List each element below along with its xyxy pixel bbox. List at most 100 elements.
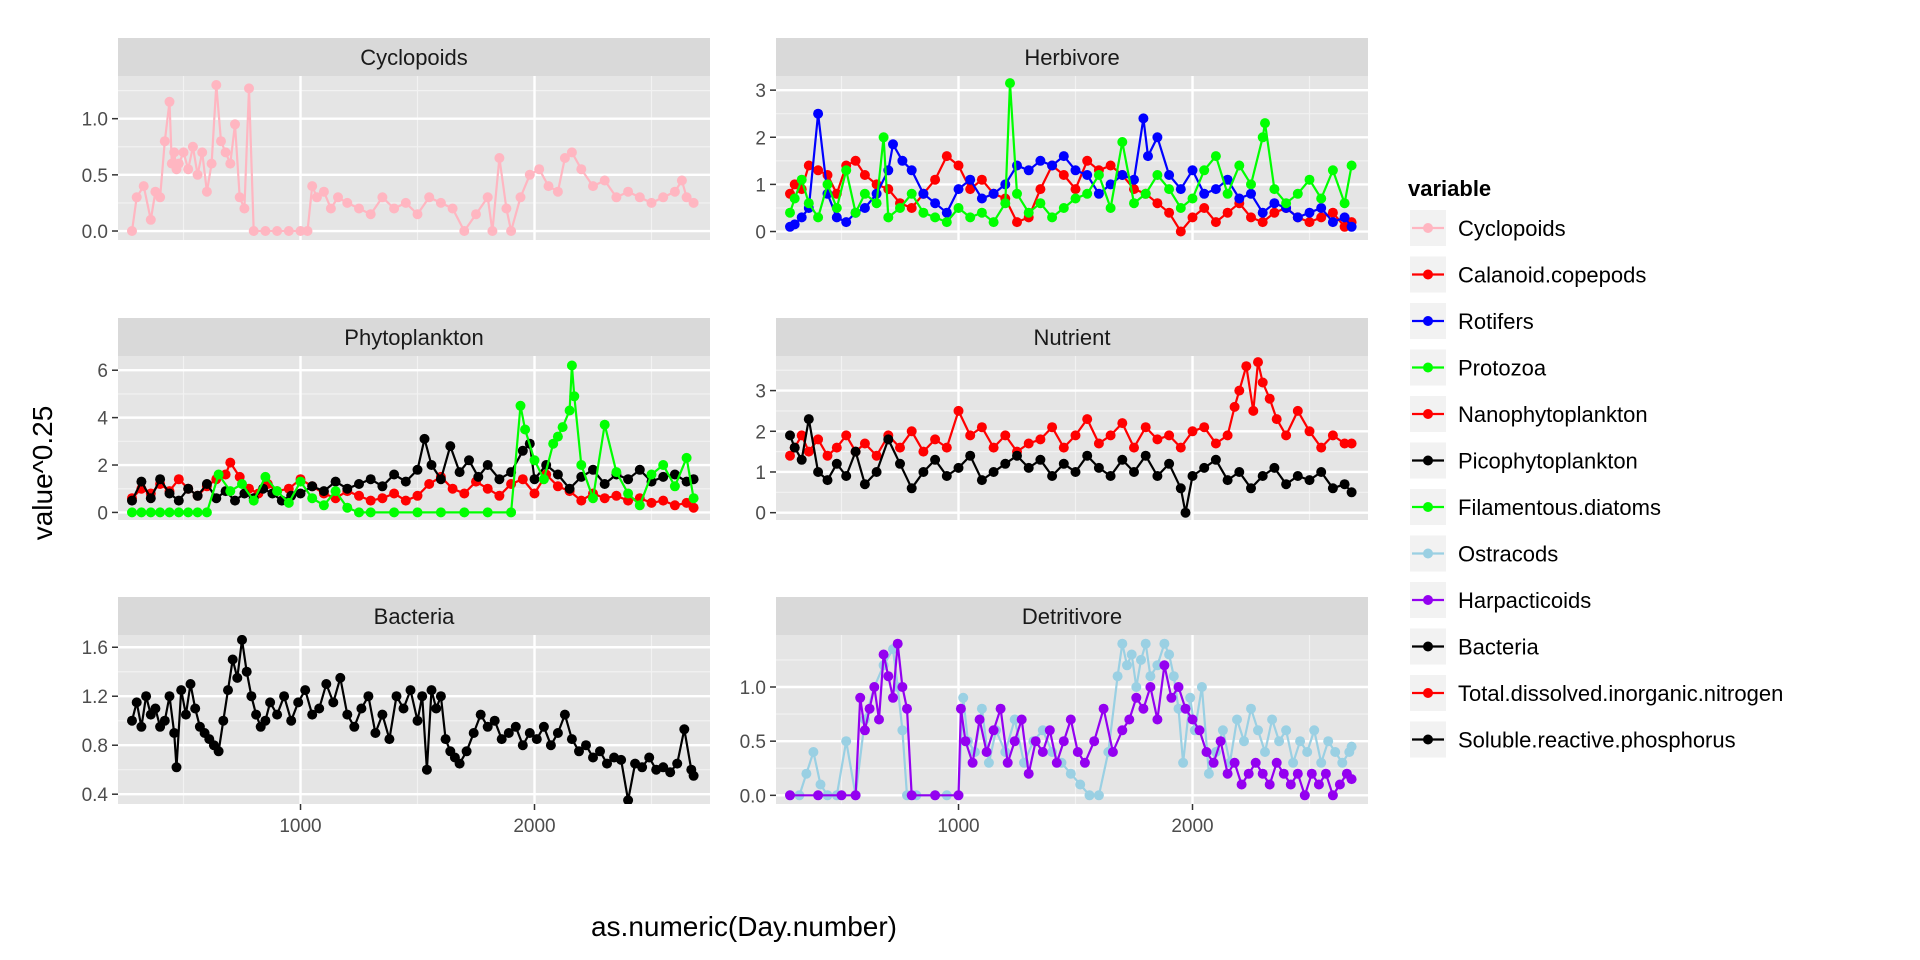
data-point-cyclopoids	[676, 175, 687, 186]
data-point-picophytoplankton	[634, 464, 645, 475]
data-point-harpacticoids	[1037, 747, 1048, 757]
data-point-protozoa	[803, 198, 814, 209]
data-point-filamentous-diatoms	[435, 507, 446, 518]
y-tick-label: 1	[755, 175, 766, 196]
data-point-nanophytoplankton	[681, 497, 692, 508]
legend-label: Rotifers	[1458, 309, 1534, 334]
y-tick-label: 0.0	[740, 786, 766, 807]
data-point-rotifers	[1082, 170, 1093, 180]
data-point-harpacticoids	[1016, 714, 1027, 725]
data-point-picophytoplankton	[426, 460, 437, 470]
data-point-total-dissolved-inorganic-nitrogen	[1292, 405, 1303, 416]
data-point-nanophytoplankton	[669, 500, 680, 511]
data-point-bacteria	[588, 752, 598, 763]
data-point-bacteria	[159, 715, 170, 726]
data-point-cyclopoids	[447, 203, 458, 214]
y-tick-label: 2	[755, 422, 766, 443]
x-axis-title: as.numeric(Day.number)	[591, 911, 897, 942]
data-point-cyclopoids	[159, 136, 170, 147]
data-point-rotifers	[1047, 160, 1058, 171]
data-point-total-dissolved-inorganic-nitrogen	[1327, 430, 1338, 441]
data-point-total-dissolved-inorganic-nitrogen	[906, 426, 917, 437]
data-point-cyclopoids	[260, 226, 271, 236]
legend-label: Picophytoplankton	[1458, 449, 1638, 474]
data-point-bacteria	[328, 697, 339, 708]
data-point-harpacticoids	[981, 747, 992, 757]
data-point-harpacticoids	[1229, 757, 1240, 768]
data-point-bacteria	[688, 770, 699, 781]
data-point-bacteria	[171, 762, 182, 773]
data-point-total-dissolved-inorganic-nitrogen	[1271, 414, 1282, 425]
data-point-filamentous-diatoms	[482, 507, 493, 518]
data-point-soluble-reactive-phosphorus	[785, 430, 795, 441]
data-point-soluble-reactive-phosphorus	[1327, 483, 1338, 494]
data-point-bacteria	[482, 721, 493, 732]
data-point-harpacticoids	[953, 790, 964, 801]
data-point-nanophytoplankton	[599, 493, 610, 504]
data-point-soluble-reactive-phosphorus	[789, 442, 800, 453]
data-point-picophytoplankton	[400, 476, 411, 487]
data-point-soluble-reactive-phosphorus	[941, 471, 952, 481]
y-tick-label: 1.6	[82, 638, 108, 659]
data-point-total-dissolved-inorganic-nitrogen	[918, 446, 929, 457]
data-point-calanoid-copepods	[1246, 212, 1256, 223]
data-point-picophytoplankton	[192, 490, 203, 501]
data-point-ostracods	[1164, 649, 1175, 660]
data-point-ostracods	[1323, 736, 1334, 747]
data-point-harpacticoids	[785, 790, 795, 801]
data-point-total-dissolved-inorganic-nitrogen	[859, 438, 870, 449]
data-point-ostracods	[1159, 638, 1170, 649]
data-point-bacteria	[227, 654, 238, 665]
y-tick-label: 1.0	[740, 678, 766, 699]
legend-label: Total.dissolved.inorganic.nitrogen	[1458, 681, 1783, 706]
data-point-soluble-reactive-phosphorus	[1105, 471, 1116, 481]
data-point-ostracods	[1178, 757, 1189, 768]
data-point-picophytoplankton	[473, 471, 484, 482]
data-point-harpacticoids	[1250, 757, 1261, 768]
data-point-filamentous-diatoms	[225, 486, 236, 497]
panel-data-herbivore	[785, 78, 1357, 237]
data-point-harpacticoids	[1145, 682, 1156, 692]
data-point-cyclopoids	[412, 209, 423, 220]
data-point-cyclopoids	[127, 226, 137, 236]
data-point-harpacticoids	[1051, 757, 1062, 768]
data-point-rotifers	[1012, 160, 1022, 171]
data-point-cyclopoids	[471, 209, 481, 220]
data-point-total-dissolved-inorganic-nitrogen	[930, 434, 941, 445]
data-point-soluble-reactive-phosphorus	[803, 414, 814, 425]
data-point-calanoid-copepods	[1316, 212, 1327, 223]
data-point-ostracods	[1330, 747, 1341, 757]
data-point-filamentous-diatoms	[588, 493, 598, 504]
legend-label: Cyclopoids	[1458, 216, 1566, 241]
data-point-protozoa	[1269, 184, 1280, 195]
data-point-calanoid-copepods	[965, 184, 976, 195]
data-point-filamentous-diatoms	[688, 493, 699, 504]
data-point-picophytoplankton	[435, 474, 446, 485]
data-point-protozoa	[1082, 188, 1093, 199]
data-point-harpacticoids	[1058, 736, 1069, 747]
data-point-harpacticoids	[1194, 725, 1205, 736]
legend-label: Filamentous.diatoms	[1458, 495, 1661, 520]
facet-title-cyclopoids: Cyclopoids	[360, 45, 468, 70]
data-point-ostracods	[1168, 671, 1179, 682]
data-point-bacteria	[213, 746, 224, 757]
data-point-protozoa	[895, 203, 905, 213]
data-point-cyclopoids	[494, 153, 505, 163]
data-point-harpacticoids	[1243, 768, 1254, 779]
data-point-calanoid-copepods	[813, 165, 824, 176]
data-point-cyclopoids	[482, 192, 493, 203]
facet-phytoplankton: Phytoplankton 0 2 4 6	[97, 318, 710, 524]
facet-detritivore: Detritivore 0.0 0.5 1.0 1000 2000	[740, 597, 1368, 837]
data-point-protozoa	[1346, 160, 1357, 171]
data-point-cyclopoids	[220, 147, 231, 158]
data-point-picophytoplankton	[669, 469, 680, 480]
data-point-calanoid-copepods	[1222, 207, 1233, 218]
data-point-total-dissolved-inorganic-nitrogen	[1253, 357, 1263, 368]
legend-item-harpacticoids: Harpacticoids	[1410, 582, 1591, 618]
data-point-ostracods	[1122, 660, 1132, 671]
data-point-calanoid-copepods	[1152, 198, 1163, 209]
legend-item-picophytoplankton: Picophytoplankton	[1410, 442, 1638, 479]
data-point-filamentous-diatoms	[192, 507, 203, 518]
data-point-bacteria	[503, 728, 514, 738]
data-point-rotifers	[1070, 165, 1081, 176]
